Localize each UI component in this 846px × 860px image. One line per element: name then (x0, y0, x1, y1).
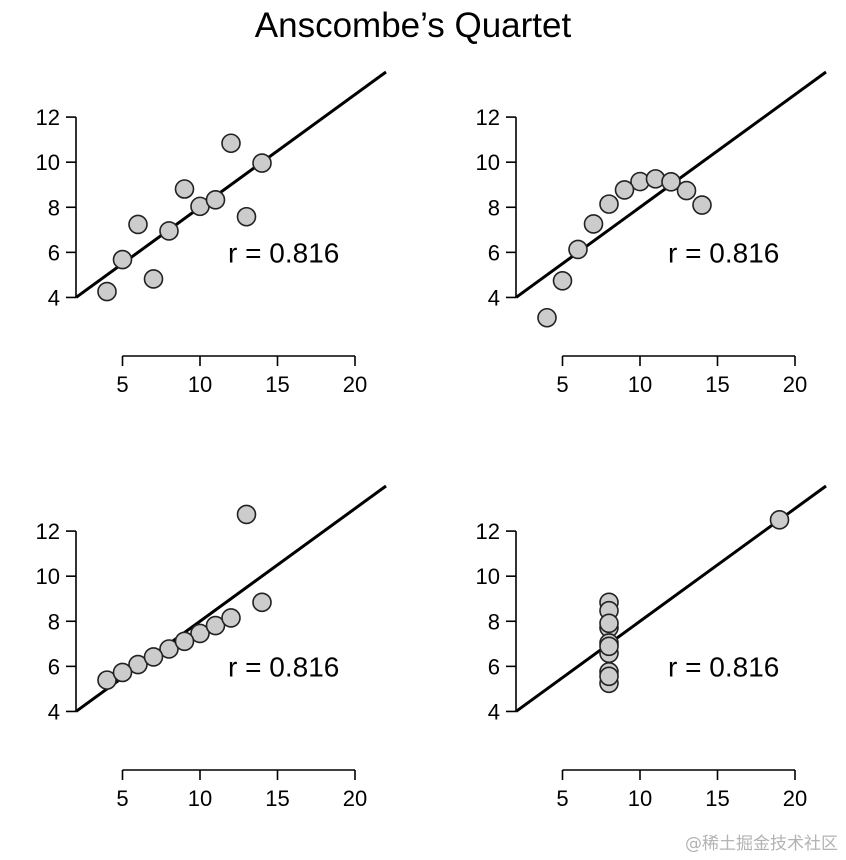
y-tick-label: 10 (36, 150, 60, 175)
data-point (159, 221, 179, 241)
x-tick-label: 10 (188, 372, 212, 397)
x-tick-label: 15 (265, 372, 289, 397)
scatter-panel-3: 4 6 8 10 12 5 10 15 20 r = 0.816 (36, 484, 387, 811)
scatter-panel-1: 4 6 8 10 12 5 10 15 20 r = 0.816 (36, 70, 387, 397)
correlation-label: r = 0.816 (228, 651, 339, 682)
y-tick-label: 8 (48, 609, 60, 634)
data-point (143, 269, 164, 289)
data-point (676, 180, 697, 201)
chart-title: Anscombe’s Quartet (254, 6, 572, 45)
y-tick-label: 12 (36, 519, 60, 544)
data-point (221, 133, 241, 154)
data-point (174, 179, 195, 199)
x-tick-label: 20 (783, 786, 807, 811)
x-tick-label: 20 (783, 372, 807, 397)
data-point (769, 510, 790, 530)
x-tick-label: 15 (705, 372, 729, 397)
y-tick-label: 6 (48, 240, 60, 265)
y-tick-label: 4 (488, 699, 500, 724)
data-point (190, 623, 210, 644)
y-tick-label: 8 (488, 609, 500, 634)
y-tick-label: 8 (488, 195, 500, 220)
y-tick-label: 6 (48, 654, 60, 679)
y-tick-label: 4 (48, 285, 60, 310)
data-point (112, 249, 133, 270)
x-tick-label: 10 (628, 372, 652, 397)
data-point (97, 281, 117, 302)
correlation-label: r = 0.816 (668, 651, 779, 682)
x-tick-label: 5 (116, 372, 128, 397)
data-point (537, 307, 557, 328)
data-point (599, 194, 619, 214)
data-point (205, 190, 226, 210)
y-tick-label: 10 (476, 564, 500, 589)
x-tick-label: 10 (188, 786, 212, 811)
y-tick-label: 6 (488, 654, 500, 679)
data-point (252, 153, 272, 173)
scatter-panel-4: 4 6 8 10 12 5 10 15 20 r = 0.816 (476, 484, 827, 811)
scatter-panel-2: 4 6 8 10 12 5 10 15 20 r = 0.816 (476, 70, 827, 397)
data-point (221, 608, 241, 628)
watermark: @稀土掘金技术社区 (685, 834, 838, 854)
y-tick-label: 8 (48, 195, 60, 220)
correlation-label: r = 0.816 (228, 237, 339, 268)
y-tick-label: 4 (488, 285, 500, 310)
data-point (552, 270, 573, 291)
y-tick-label: 6 (488, 240, 500, 265)
x-tick-label: 5 (116, 786, 128, 811)
data-point (614, 180, 635, 200)
y-tick-label: 12 (476, 519, 500, 544)
data-point (583, 214, 604, 234)
data-point (174, 631, 195, 652)
y-tick-label: 12 (476, 105, 500, 130)
x-tick-label: 20 (343, 372, 367, 397)
y-tick-label: 4 (48, 699, 60, 724)
data-point (599, 636, 619, 657)
data-point (568, 239, 588, 260)
data-point (236, 504, 257, 525)
data-point (692, 195, 712, 215)
y-tick-label: 10 (476, 150, 500, 175)
data-point (128, 214, 148, 235)
data-point (112, 662, 133, 683)
x-tick-label: 15 (705, 786, 729, 811)
y-tick-label: 10 (36, 564, 60, 589)
data-point (159, 639, 179, 659)
x-tick-label: 15 (265, 786, 289, 811)
x-tick-label: 20 (343, 786, 367, 811)
data-point (252, 592, 272, 613)
data-point (599, 613, 619, 634)
data-point (599, 666, 619, 687)
data-point (205, 615, 226, 636)
y-tick-label: 12 (36, 105, 60, 130)
data-point (143, 647, 164, 667)
data-point (236, 206, 257, 227)
data-point (97, 670, 117, 690)
x-tick-label: 5 (556, 372, 568, 397)
correlation-label: r = 0.816 (668, 237, 779, 268)
data-point (661, 171, 681, 192)
data-point (128, 654, 148, 675)
x-tick-label: 10 (628, 786, 652, 811)
x-tick-label: 5 (556, 786, 568, 811)
